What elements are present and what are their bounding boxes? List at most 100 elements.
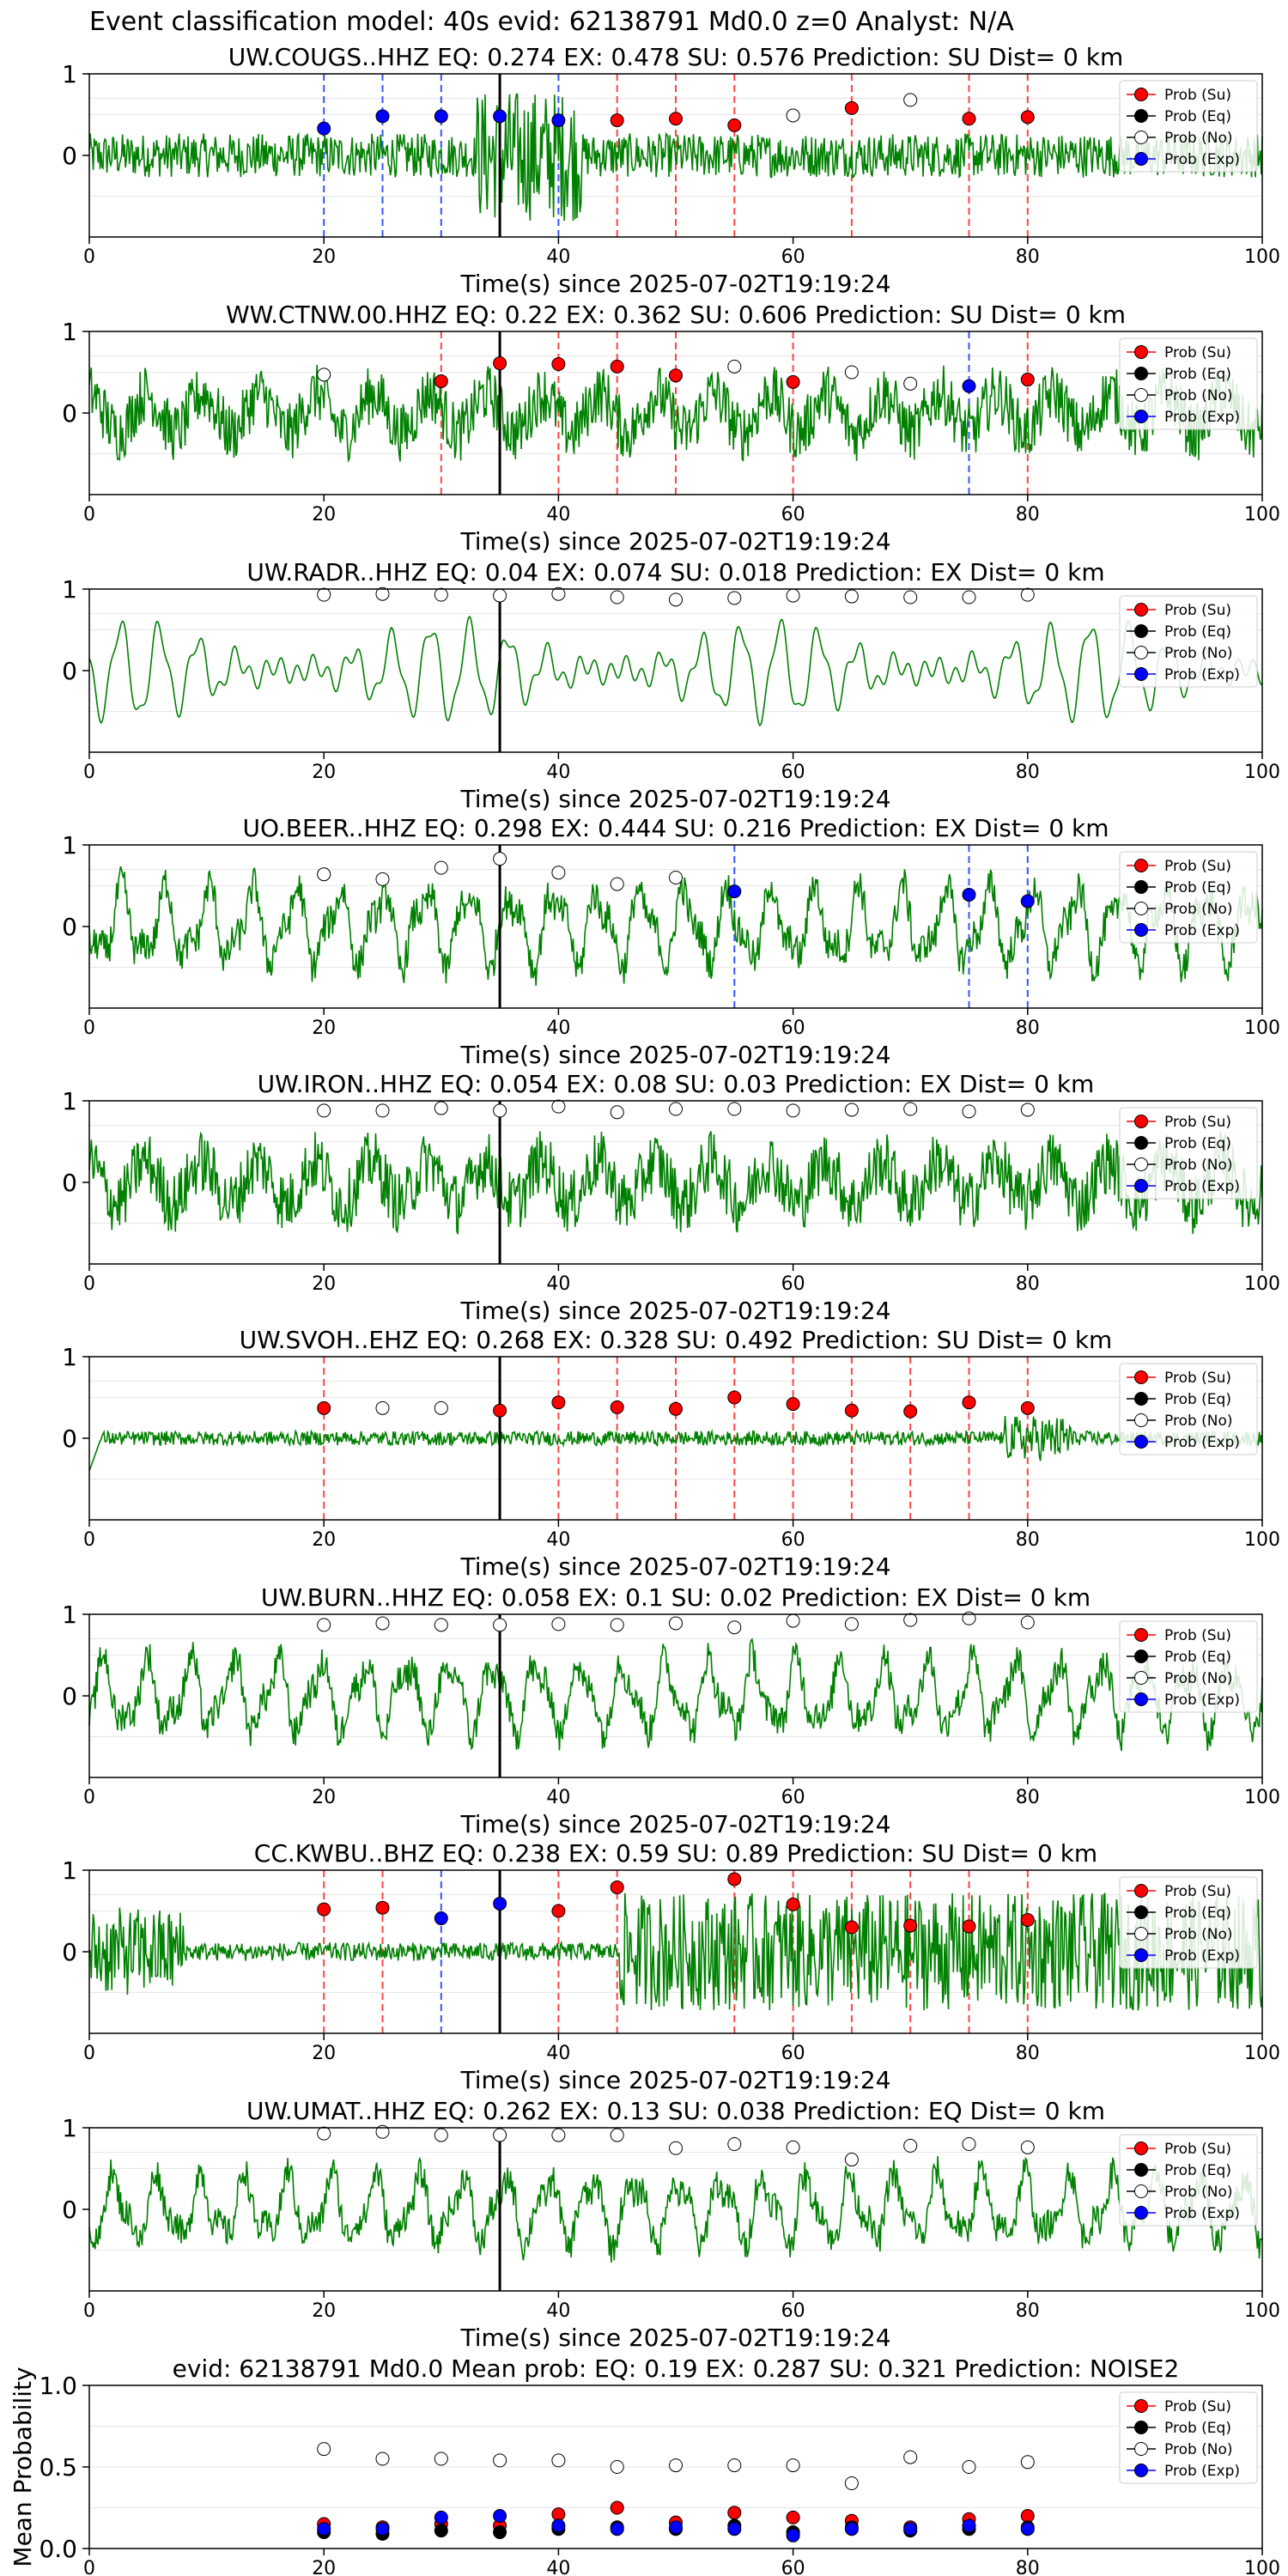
- prob-dot-no: [434, 587, 448, 602]
- prob-dot-su: [903, 1404, 918, 1419]
- legend-marker-no: [1134, 1157, 1148, 1171]
- x-tick-label: 0: [83, 2558, 95, 2576]
- x-tick-label: 60: [781, 2043, 805, 2064]
- panel-2: UW.RADR..HHZ EQ: 0.04 EX: 0.074 SU: 0.01…: [62, 558, 1280, 813]
- mean-prob-dot-su: [610, 2500, 624, 2515]
- prob-dot-no: [903, 93, 918, 107]
- prob-dot-exp: [551, 113, 566, 128]
- waveform-trace: [88, 1637, 1263, 1752]
- legend-label: Prob (Su): [1164, 1370, 1231, 1387]
- prob-dot-su: [610, 359, 624, 374]
- x-tick-label: 100: [1244, 504, 1280, 526]
- prob-dot-su: [962, 1395, 976, 1410]
- legend-label: Prob (Exp): [1164, 666, 1240, 683]
- prob-dot-exp: [493, 1896, 507, 1911]
- panel-title: WW.CTNW.00.HHZ EQ: 0.22 EX: 0.362 SU: 0.…: [226, 301, 1126, 329]
- x-tick-label: 40: [546, 2300, 570, 2322]
- legend-marker-no: [1134, 902, 1148, 915]
- legend-label: Prob (Su): [1164, 87, 1231, 104]
- legend-label: Prob (Eq): [1164, 1649, 1231, 1666]
- mean-prob-dot-exp: [844, 2522, 859, 2537]
- prob-dot-no: [610, 1618, 624, 1632]
- legend-box: [1119, 851, 1258, 944]
- y-tick-label: 0: [62, 1938, 77, 1966]
- y-tick-label: 0: [62, 657, 77, 685]
- prob-dot-no: [962, 1611, 976, 1625]
- mean-prob-dot-no: [434, 2451, 448, 2466]
- legend-box: [1119, 337, 1258, 430]
- prob-dot-no: [1020, 587, 1035, 602]
- prob-dot-no: [962, 1104, 976, 1119]
- legend-label: Prob (Exp): [1164, 1947, 1240, 1965]
- prob-dot-no: [434, 1400, 448, 1415]
- waveform-trace: [88, 93, 1263, 222]
- legend-label: Prob (Eq): [1164, 2162, 1231, 2179]
- prob-dot-su: [317, 1902, 331, 1917]
- legend-marker-no: [1134, 131, 1148, 144]
- prob-dot-su: [610, 113, 624, 128]
- prob-dot-no: [786, 1103, 800, 1118]
- x-tick-label: 80: [1016, 1529, 1040, 1551]
- x-tick-label: 80: [1016, 762, 1040, 783]
- prob-dot-no: [317, 1618, 331, 1632]
- prob-dot-no: [434, 1101, 448, 1115]
- panel-5: UW.SVOH..EHZ EQ: 0.268 EX: 0.328 SU: 0.4…: [62, 1326, 1280, 1581]
- legend-label: Prob (No): [1164, 387, 1233, 404]
- prob-dot-no: [844, 1103, 859, 1117]
- prob-dot-no: [610, 2128, 624, 2142]
- x-tick-label: 100: [1244, 2300, 1280, 2322]
- panel-title: UW.SVOH..EHZ EQ: 0.268 EX: 0.328 SU: 0.4…: [240, 1326, 1113, 1354]
- prob-dot-su: [669, 112, 683, 126]
- x-tick-label: 60: [781, 1018, 805, 1039]
- x-tick-label: 100: [1244, 1018, 1280, 1039]
- x-tick-label: 80: [1016, 2043, 1040, 2064]
- legend-marker-exp: [1134, 1948, 1148, 1962]
- legend-marker-eq: [1134, 1905, 1148, 1919]
- y-tick-label: 1: [62, 318, 77, 346]
- x-tick-label: 100: [1244, 2558, 1280, 2576]
- x-tick-label: 60: [781, 2300, 805, 2322]
- prob-dot-no: [610, 590, 624, 605]
- x-tick-label: 60: [781, 504, 805, 526]
- legend-label: Prob (Exp): [1164, 922, 1240, 939]
- prob-dot-exp: [375, 109, 390, 124]
- prob-dot-su: [669, 368, 683, 383]
- mean-prob-dot-exp: [1020, 2522, 1035, 2537]
- prob-dot-su: [1020, 1400, 1035, 1415]
- mean-prob-dot-exp: [434, 2510, 448, 2524]
- mean-prob-dot-exp: [317, 2522, 331, 2537]
- x-axis-label: Time(s) since 2025-07-02T19:19:24: [459, 1810, 890, 1838]
- legend-marker-eq: [1134, 109, 1148, 123]
- prob-dot-no: [727, 359, 742, 374]
- x-tick-label: 80: [1016, 2300, 1040, 2322]
- panel-1: WW.CTNW.00.HHZ EQ: 0.22 EX: 0.362 SU: 0.…: [62, 301, 1280, 556]
- legend-label: Prob (Su): [1164, 602, 1231, 619]
- mean-prob-dot-no: [610, 2460, 624, 2474]
- panel-title: UW.UMAT..HHZ EQ: 0.262 EX: 0.13 SU: 0.03…: [246, 2097, 1105, 2125]
- legend-label: Prob (Eq): [1164, 1135, 1231, 1152]
- waveform-trace: [88, 364, 1263, 463]
- mean-prob-dot-no: [727, 2458, 742, 2473]
- x-tick-label: 40: [546, 246, 570, 268]
- legend-label: Prob (No): [1164, 130, 1233, 147]
- prob-dot-no: [434, 1618, 448, 1632]
- prob-dot-su: [669, 1401, 683, 1416]
- x-tick-label: 20: [312, 2043, 336, 2064]
- prob-dot-exp: [727, 884, 742, 899]
- legend-box: [1119, 2134, 1258, 2227]
- x-tick-label: 20: [312, 246, 336, 268]
- mean-prob-dot-exp: [610, 2522, 624, 2537]
- x-tick-label: 80: [1016, 1018, 1040, 1039]
- legend-label: Prob (No): [1164, 1926, 1233, 1943]
- legend-marker-su: [1134, 2399, 1148, 2413]
- panel-0: UW.COUGS..HHZ EQ: 0.274 EX: 0.478 SU: 0.…: [62, 43, 1280, 298]
- x-tick-label: 60: [781, 1273, 805, 1295]
- legend-label: Prob (Exp): [1164, 2463, 1240, 2480]
- legend-label: Prob (Su): [1164, 344, 1231, 361]
- x-tick-label: 80: [1016, 504, 1040, 526]
- legend-marker-eq: [1134, 1392, 1148, 1406]
- prob-dot-exp: [317, 121, 331, 136]
- x-axis-label: Time(s) since 2025-07-02T19:19:24: [459, 1552, 890, 1581]
- prob-dot-su: [434, 374, 448, 388]
